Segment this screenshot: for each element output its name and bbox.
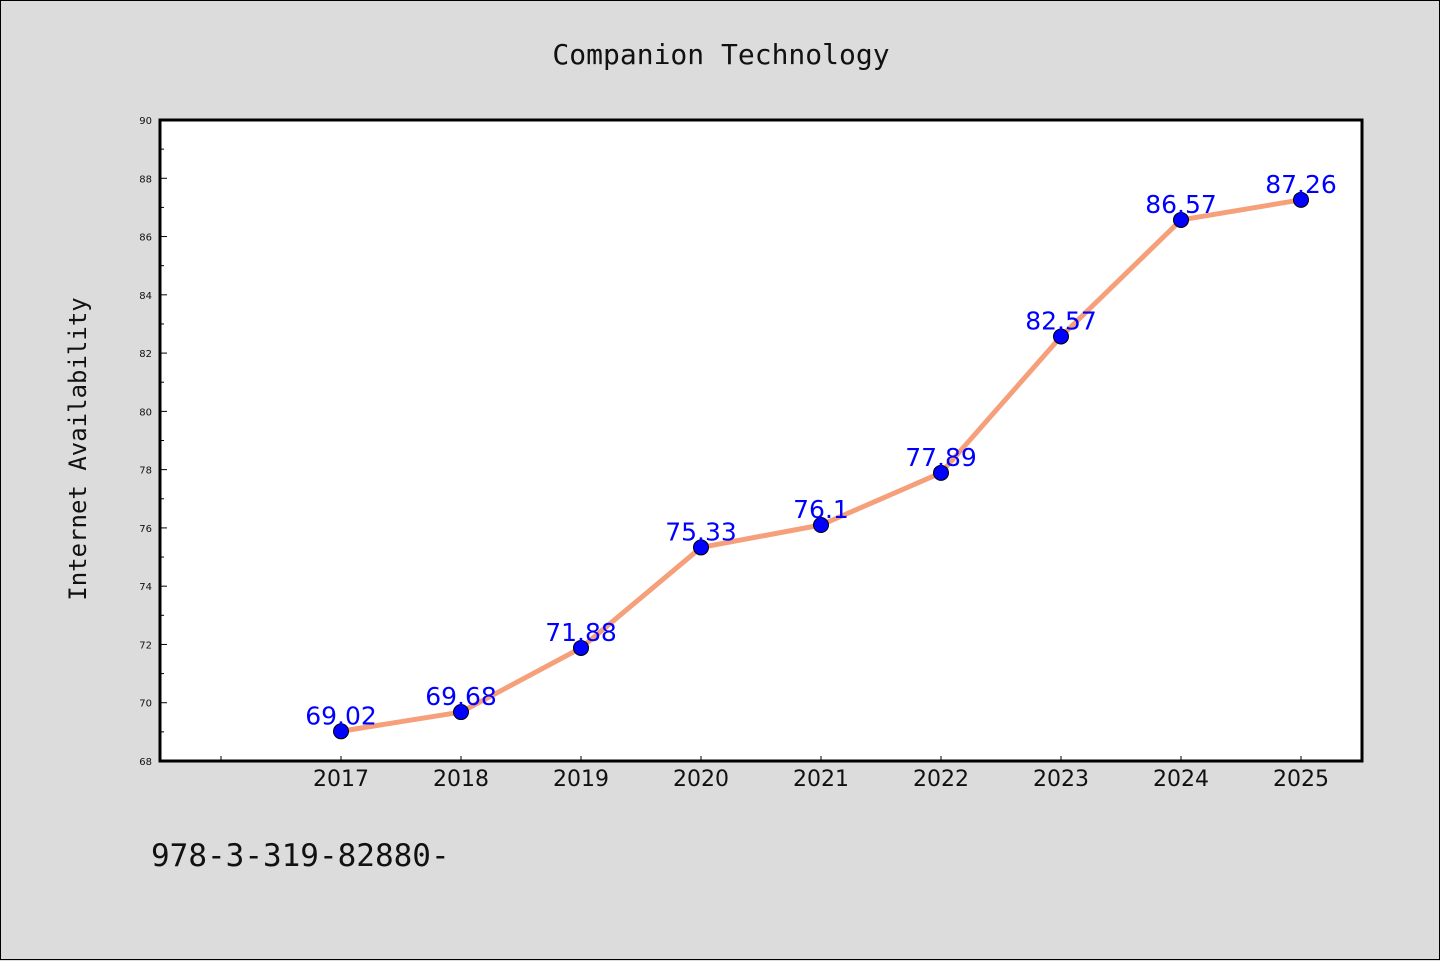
y-tick-label: 70 — [139, 699, 152, 710]
data-point — [1173, 211, 1189, 228]
data-label: 69.02 — [305, 701, 377, 730]
y-axis-label: Internet Availability — [64, 297, 92, 600]
data-label: 76.1 — [793, 495, 849, 524]
data-label: 82.57 — [1025, 306, 1097, 335]
data-label: 77.89 — [905, 443, 977, 472]
y-tick-label: 72 — [139, 640, 152, 651]
y-tick-label: 78 — [139, 466, 152, 477]
data-point — [1053, 328, 1069, 345]
x-tick-label: 2022 — [913, 767, 969, 792]
data-point — [933, 464, 949, 481]
x-tick-label: 2021 — [793, 767, 849, 792]
x-tick-label: 2017 — [313, 767, 369, 792]
plot-area — [158, 118, 1364, 763]
series-group: 69.02 69.68 71.88 75.33 76.1 77.89 82.57 86.57 8… — [305, 170, 1337, 740]
x-tick-label: 2018 — [433, 767, 489, 792]
data-label: 69.68 — [425, 682, 497, 711]
data-point — [1293, 191, 1309, 208]
x-tick-label: 2020 — [673, 767, 729, 792]
x-tick-label: 2025 — [1273, 767, 1329, 792]
data-label: 87.26 — [1265, 170, 1337, 199]
data-point — [813, 516, 829, 533]
y-tick-label: 68 — [139, 757, 152, 768]
data-point — [333, 723, 349, 740]
y-tick-label: 82 — [139, 349, 152, 360]
data-label: 71.88 — [545, 618, 617, 647]
y-tick-label: 88 — [139, 174, 152, 185]
x-tick-label: 2019 — [553, 767, 609, 792]
y-tick-label: 90 — [139, 116, 152, 127]
data-point — [693, 539, 709, 556]
x-tick-label: 2023 — [1033, 767, 1089, 792]
data-label: 75.33 — [665, 517, 737, 546]
footer-text: 978-3-319-82880- — [151, 838, 450, 874]
data-point — [573, 639, 589, 656]
x-tick-label: 2024 — [1153, 767, 1209, 792]
data-label: 86.57 — [1145, 190, 1217, 219]
y-tick-label: 84 — [139, 291, 152, 302]
data-point — [453, 704, 469, 721]
chart-title: Companion Technology — [552, 38, 889, 71]
y-tick-label: 86 — [139, 233, 152, 244]
y-tick-label: 76 — [139, 524, 152, 535]
y-tick-label: 74 — [139, 582, 152, 593]
x-axis-ticks: 2017 2018 2019 2020 2021 2022 2023 2024 2025 — [220, 756, 1329, 792]
y-tick-label: 80 — [139, 407, 152, 418]
y-axis-ticks: 68 70 72 74 76 78 80 82 84 86 88 90 — [139, 116, 167, 768]
